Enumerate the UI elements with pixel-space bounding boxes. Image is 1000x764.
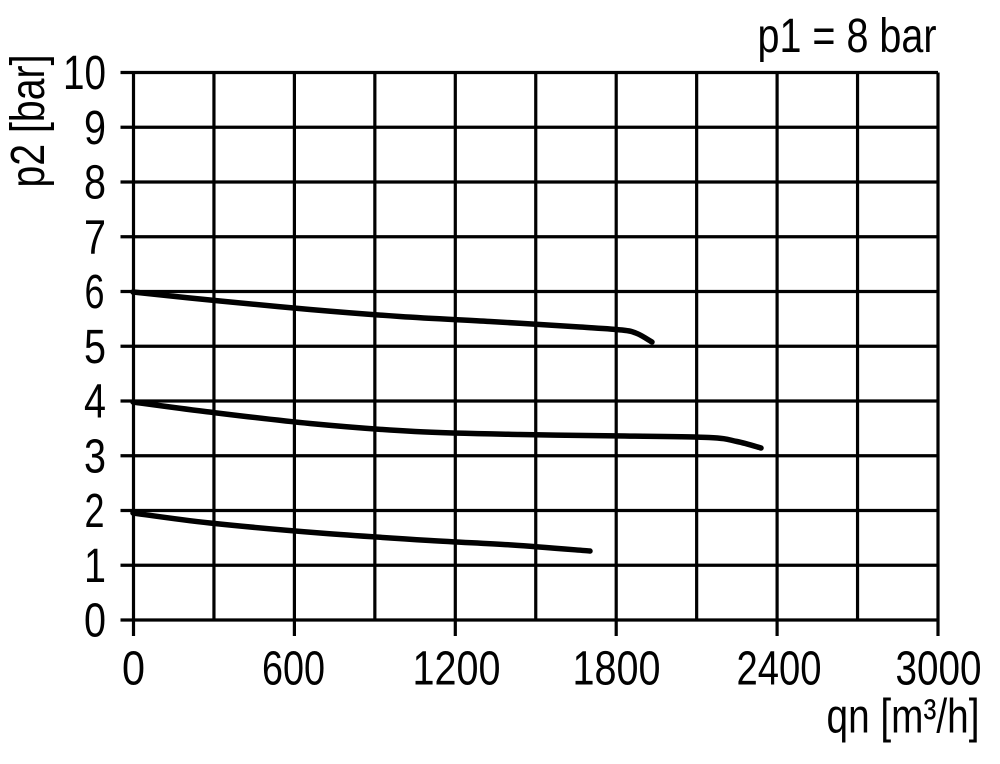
svg-text:600: 600 xyxy=(262,643,325,696)
svg-text:2: 2 xyxy=(85,485,105,538)
svg-text:3: 3 xyxy=(84,430,106,483)
svg-text:5: 5 xyxy=(84,321,106,374)
svg-text:6: 6 xyxy=(85,266,105,319)
svg-text:1: 1 xyxy=(84,540,106,593)
svg-text:1800: 1800 xyxy=(573,643,661,696)
svg-text:3000: 3000 xyxy=(896,643,982,696)
svg-text:7: 7 xyxy=(84,211,106,264)
svg-text:p2 [bar]: p2 [bar] xyxy=(2,55,55,188)
svg-text:0: 0 xyxy=(84,595,106,648)
svg-text:p1 = 8 bar: p1 = 8 bar xyxy=(758,10,937,63)
svg-text:2400: 2400 xyxy=(737,643,822,696)
svg-text:9: 9 xyxy=(84,102,106,155)
svg-text:4: 4 xyxy=(84,376,106,429)
svg-text:1200: 1200 xyxy=(413,643,501,696)
svg-text:0: 0 xyxy=(122,643,145,696)
svg-text:qn [m³/h]: qn [m³/h] xyxy=(827,691,980,744)
svg-text:10: 10 xyxy=(63,47,106,100)
svg-text:8: 8 xyxy=(84,157,106,210)
